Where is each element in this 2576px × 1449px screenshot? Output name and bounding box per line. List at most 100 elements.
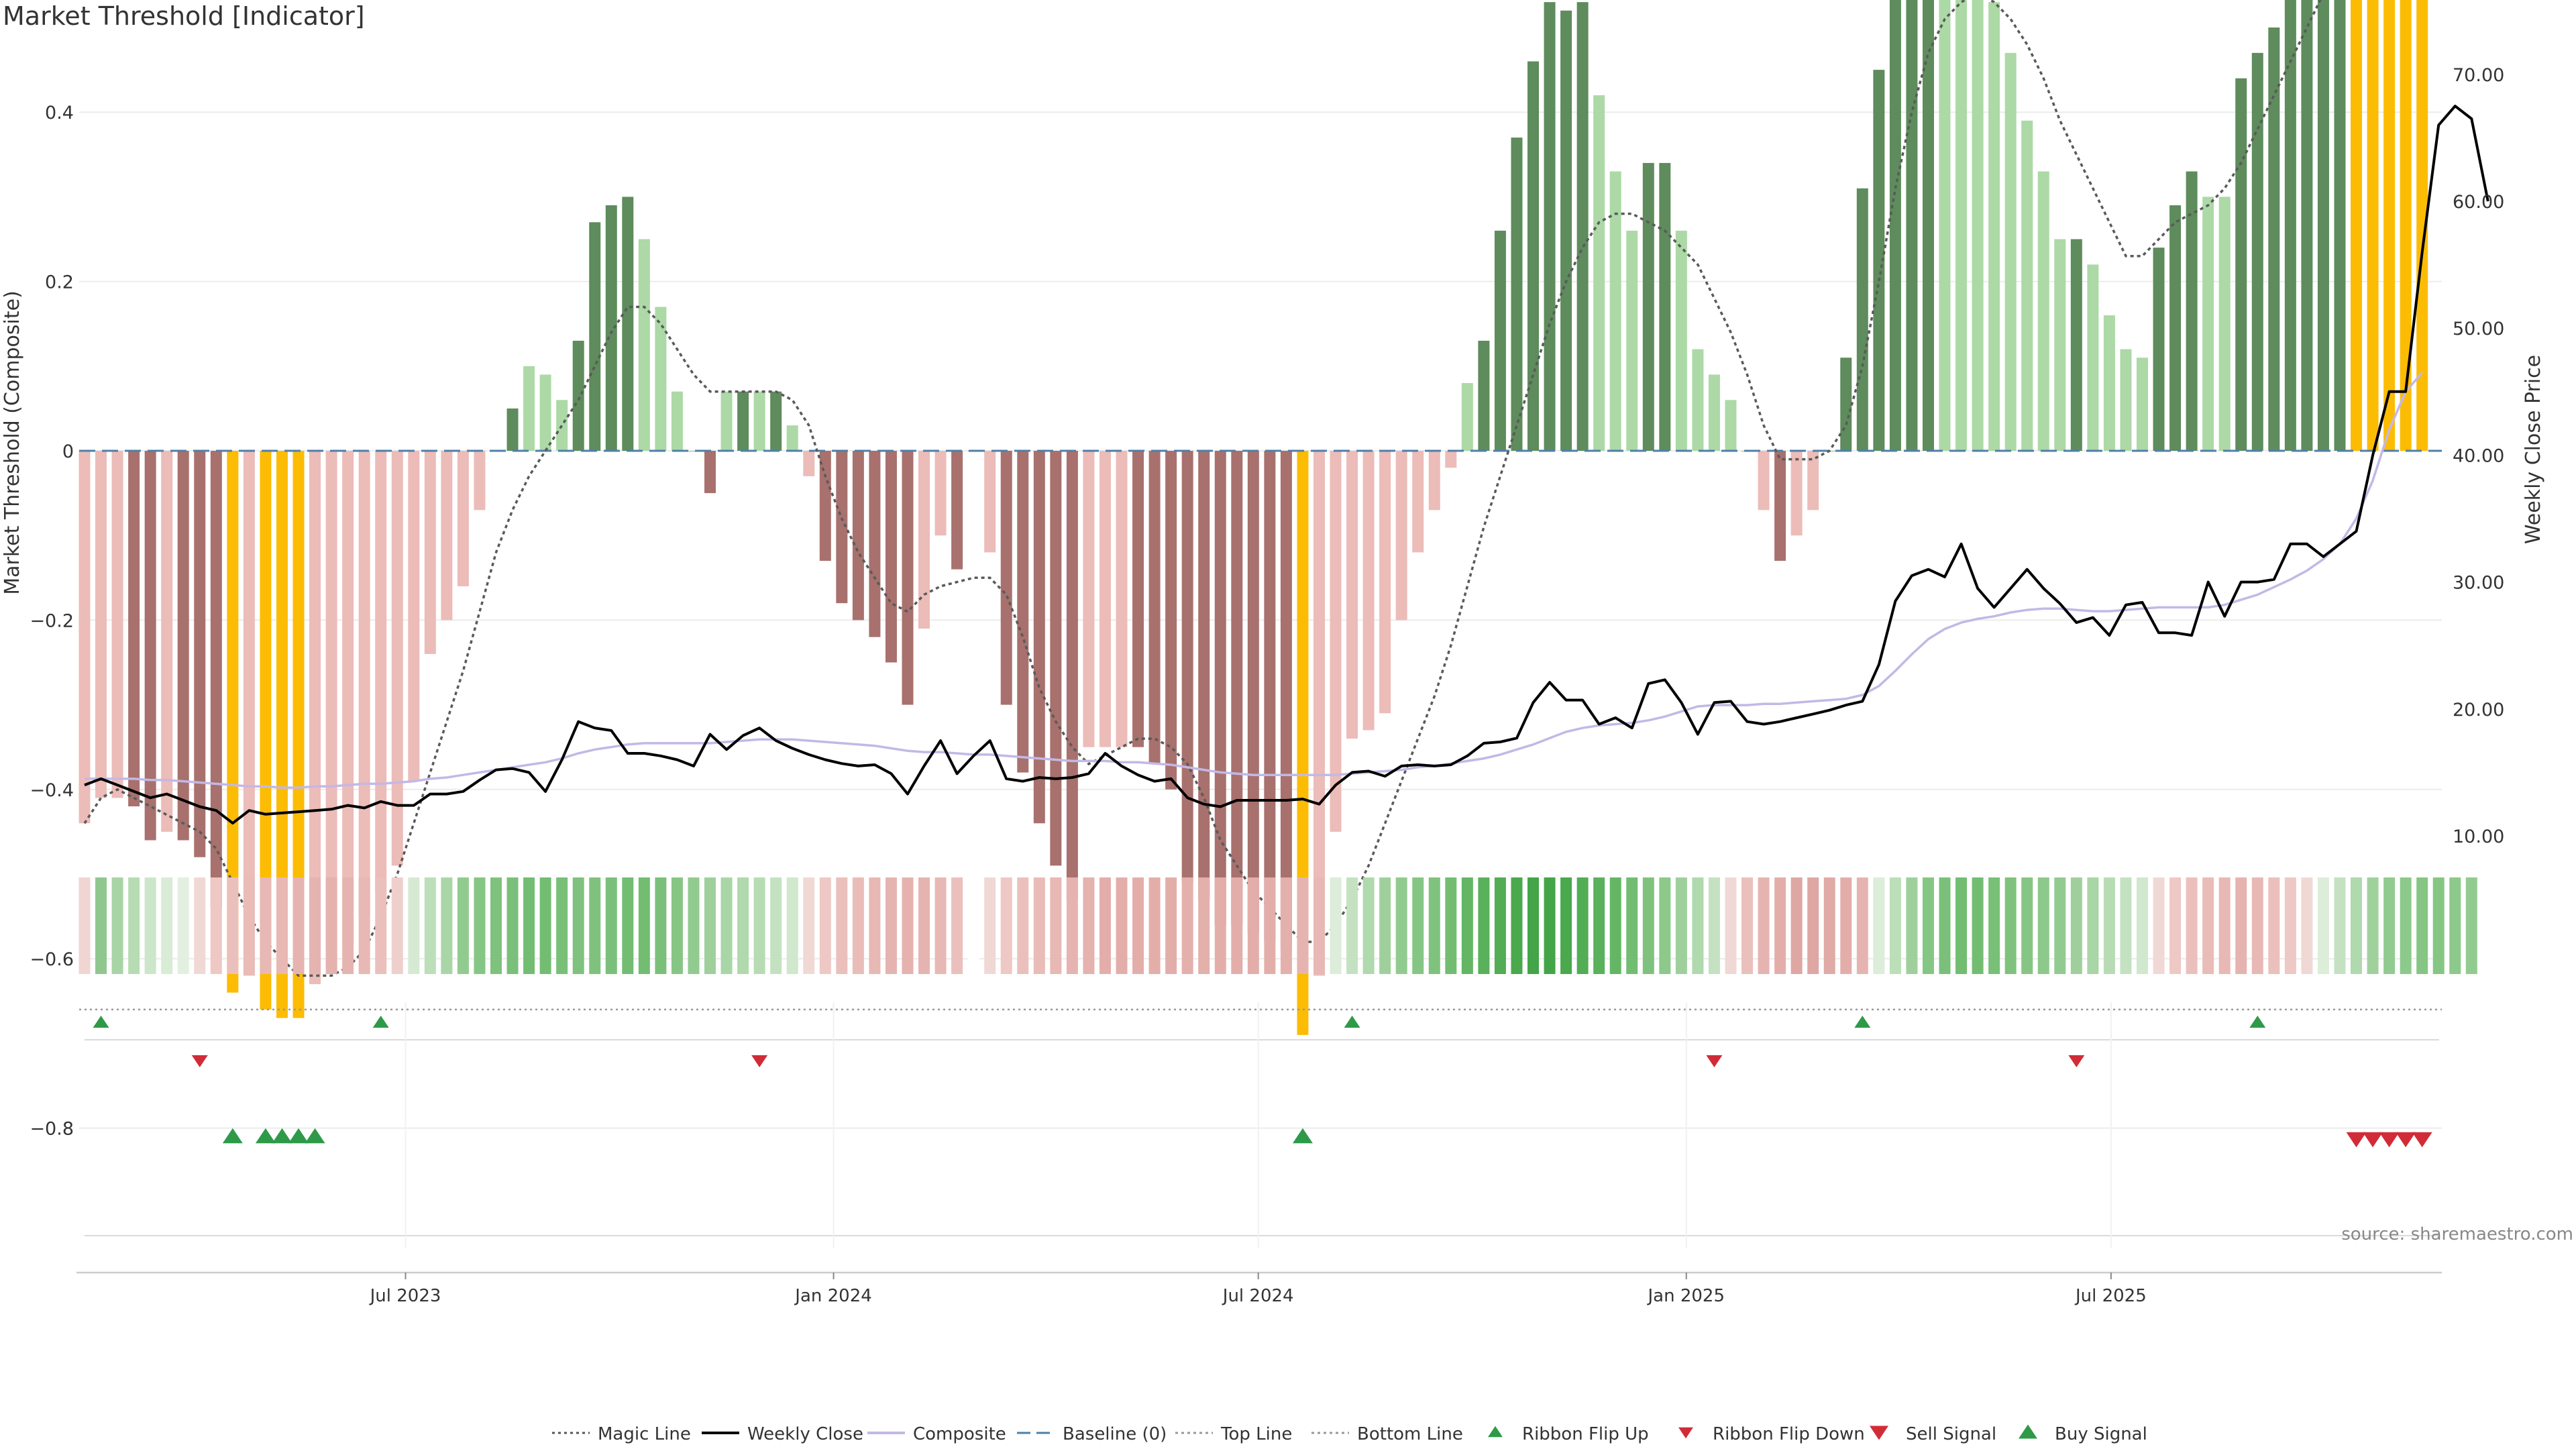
ribbon-cell (1066, 877, 1078, 974)
composite-bar (1642, 162, 1654, 451)
ribbon-cell (852, 877, 864, 974)
legend-item-composite[interactable]: Composite (867, 1424, 1006, 1444)
ribbon-cell (1708, 877, 1720, 974)
ribbon-cell (243, 877, 255, 974)
legend-item-top-line[interactable]: Top Line (1175, 1424, 1292, 1444)
ribbon-cell (292, 877, 305, 974)
ribbon-cell (902, 877, 914, 974)
composite-bar (457, 451, 469, 586)
composite-bar (902, 451, 914, 705)
legend-swatch (1678, 1427, 1693, 1439)
y2-axis-label: Weekly Close Price (2522, 355, 2545, 544)
ribbon-cell (1511, 877, 1523, 974)
composite-bar (1708, 374, 1720, 451)
legend-item-ribbon-flip-up[interactable]: Ribbon Flip Up (1488, 1424, 1649, 1444)
legend-label: Ribbon Flip Down (1713, 1424, 1865, 1444)
composite-bar (358, 451, 370, 917)
composite-bar (325, 451, 337, 967)
composite-bar (1576, 2, 1589, 451)
y-tick-label: −0.2 (30, 610, 74, 631)
composite-bar (194, 451, 206, 857)
composite-bar (1083, 451, 1095, 747)
ribbon-cell (1675, 877, 1687, 974)
ribbon-cell (1395, 877, 1407, 974)
ribbon-cell (2268, 877, 2280, 974)
legend-item-sell-signal[interactable]: Sell Signal (1870, 1424, 1996, 1444)
ribbon-cell (2351, 877, 2363, 974)
y-tick-label: 0.2 (45, 272, 74, 293)
composite-bar (1000, 451, 1012, 705)
composite-bar (803, 451, 815, 476)
composite-bar (1478, 340, 1490, 451)
composite-bar (1840, 358, 1852, 451)
legend-item-magic-line[interactable]: Magic Line (552, 1424, 691, 1444)
ribbon-cell (111, 877, 123, 974)
ribbon-cell (885, 877, 897, 974)
composite-bar (144, 451, 156, 841)
ribbon-cell (128, 877, 140, 974)
composite-bar (1511, 138, 1523, 451)
y-tick-label: −0.6 (30, 949, 74, 970)
ribbon-cell (210, 877, 222, 974)
legend-item-ribbon-flip-down[interactable]: Ribbon Flip Down (1678, 1424, 1865, 1444)
composite-bar (1362, 451, 1375, 731)
legend-item-baseline-0[interactable]: Baseline (0) (1017, 1424, 1167, 1444)
composite-bar (2054, 239, 2066, 451)
ribbon-cell (1379, 877, 1391, 974)
legend-swatch (2019, 1424, 2037, 1439)
y2-tick-label: 40.00 (2453, 445, 2504, 466)
ribbon-cell (1198, 877, 1210, 974)
ribbon-cell (918, 877, 930, 974)
legend-item-buy-signal[interactable]: Buy Signal (2019, 1424, 2147, 1444)
composite-bar (1955, 0, 1968, 451)
legend-label: Composite (913, 1424, 1006, 1444)
composite-bar (934, 451, 947, 536)
composite-bar (309, 451, 321, 985)
ribbon-cell (358, 877, 370, 974)
y2-tick-label: 50.00 (2453, 319, 2504, 339)
ribbon-cell (1165, 877, 1177, 974)
ribbon-cell (2284, 877, 2296, 974)
ribbon-cell (1774, 877, 1786, 974)
composite-bar (2087, 264, 2099, 451)
ribbon-cell (523, 877, 535, 974)
ribbon-cell (671, 877, 683, 974)
composite-bar (1972, 0, 1984, 451)
ribbon-cell (1017, 877, 1029, 974)
ribbon-cell (1741, 877, 1754, 974)
composite-bar (737, 391, 749, 451)
legend-item-bottom-line[interactable]: Bottom Line (1311, 1424, 1463, 1444)
composite-bar (2070, 239, 2082, 451)
composite-bar (2169, 205, 2182, 451)
ribbon-cell (424, 877, 436, 974)
composite-bar (2153, 248, 2165, 451)
composite-bar (1609, 171, 1621, 451)
ribbon-cell (1445, 877, 1457, 974)
composite-bar (1675, 230, 1687, 451)
ribbon-cell (1955, 877, 1968, 974)
composite-bar (1856, 188, 1868, 451)
ribbon-cell (1346, 877, 1358, 974)
composite-bars (78, 0, 2428, 1035)
composite-bar (1790, 451, 1803, 536)
ribbon-cell (276, 877, 288, 974)
ribbon-cell (1807, 877, 1819, 974)
ribbon-cell (2070, 877, 2082, 974)
ribbon-cell (1231, 877, 1243, 974)
ribbon-cell (2416, 877, 2428, 974)
ribbon-cell (490, 877, 502, 974)
composite-bar (1181, 451, 1193, 883)
ribbon-cell (786, 877, 798, 974)
composite-bar (1461, 383, 1473, 451)
ribbon-cell (391, 877, 403, 974)
composite-line (85, 372, 2424, 789)
composite-bar (605, 205, 617, 451)
ribbon-cell (1264, 877, 1276, 974)
ribbon-cell (457, 877, 469, 974)
ribbon-cell (2383, 877, 2396, 974)
composite-bar (1527, 61, 1540, 451)
legend-item-weekly-close[interactable]: Weekly Close (702, 1424, 863, 1444)
ribbon-cell (2449, 877, 2461, 974)
composite-bar (655, 307, 667, 451)
buy-signal-marker (222, 1128, 243, 1144)
